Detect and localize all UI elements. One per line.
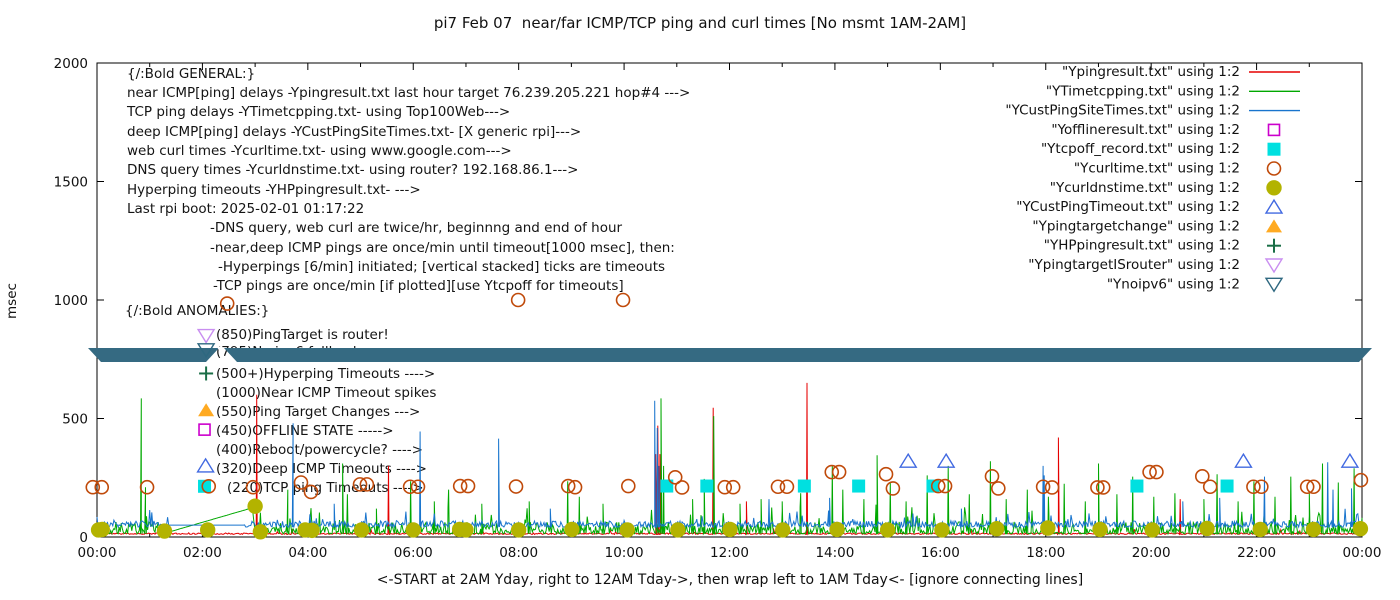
marker-series bbox=[85, 292, 1369, 500]
annotation-line: (850)PingTarget is router! bbox=[216, 327, 389, 343]
x-tick-label: 00:00 bbox=[1343, 545, 1382, 561]
marker-series bbox=[198, 403, 215, 417]
legend: "Ypingresult.txt" using 1:2 "YTimetcpping… bbox=[1005, 64, 1300, 293]
legend-label: "YHPpingresult.txt" using 1:2 bbox=[1044, 238, 1240, 254]
x-tick-label: 20:00 bbox=[1132, 545, 1171, 561]
legend-label: "Ypingresult.txt" using 1:2 bbox=[1062, 64, 1240, 80]
annotation-line: (400)Reboot/powercycle? ----> bbox=[216, 442, 423, 458]
x-tick-label: 18:00 bbox=[1026, 545, 1065, 561]
x-tick-label: 12:00 bbox=[710, 545, 749, 561]
marker-series bbox=[196, 343, 216, 359]
annotations: {/:Bold GENERAL:} near ICMP[ping] delays … bbox=[125, 66, 690, 496]
y-tick-label: 500 bbox=[62, 412, 88, 428]
x-tick-label: 22:00 bbox=[1237, 545, 1276, 561]
y-tick-label: 1000 bbox=[54, 293, 88, 309]
annotation-line: (500+)Hyperping Timeouts ----> bbox=[216, 366, 435, 382]
annotation-line: (450)OFFLINE STATE -----> bbox=[216, 423, 394, 439]
x-tick-label: 10:00 bbox=[605, 545, 644, 561]
x-tick-label: 16:00 bbox=[921, 545, 960, 561]
y-tick-label: 2000 bbox=[54, 56, 88, 72]
annotation-line: (320)Deep ICMP Timeouts ----> bbox=[216, 461, 427, 477]
x-tick-label: 02:00 bbox=[183, 545, 222, 561]
annotation-line: TCP ping delays -YTimetcpping.txt- using… bbox=[126, 104, 510, 120]
annotation-line: {/:Bold ANOMALIES:} bbox=[125, 303, 269, 319]
annotation-line: Last rpi boot: 2025-02-01 01:17:22 bbox=[127, 201, 364, 217]
marker-series bbox=[199, 366, 214, 381]
annotation-line: -TCP pings are once/min [if plotted][use… bbox=[213, 278, 624, 294]
x-tick-label: 06:00 bbox=[394, 545, 433, 561]
annotation-line: {/:Bold GENERAL:} bbox=[127, 66, 255, 82]
annotation-line: (220)TCP ping Timeouts ----> bbox=[227, 480, 424, 496]
marker-series bbox=[198, 423, 211, 436]
annotation-line: near ICMP[ping] delays -Ypingresult.txt … bbox=[127, 85, 690, 101]
annotation-line: (550)Ping Target Changes ---> bbox=[216, 404, 420, 420]
annotation-line: -near,deep ICMP pings are once/min until… bbox=[210, 240, 675, 256]
axes: 00:00 02:00 04:00 06:00 08:00 10:00 12:00 14:00… bbox=[54, 56, 1382, 561]
annotation-line: -Hyperpings [6/min] initiated; [vertical… bbox=[218, 259, 665, 275]
x-tick-label: 00:00 bbox=[78, 545, 117, 561]
x-tick-label: 08:00 bbox=[499, 545, 538, 561]
legend-label: "Ytcpoff_record.txt" using 1:2 bbox=[1041, 141, 1240, 157]
legend-label: "Ynoipv6" using 1:2 bbox=[1107, 276, 1240, 292]
legend-label: "YTimetcpping.txt" using 1:2 bbox=[1046, 83, 1240, 99]
y-tick-label: 0 bbox=[79, 530, 88, 546]
marker-series bbox=[90, 498, 1369, 540]
annotation-line: deep ICMP[ping] delays -YCustPingSiteTim… bbox=[127, 124, 581, 140]
chart-title: pi7 Feb 07 near/far ICMP/TCP ping and cu… bbox=[433, 14, 967, 32]
annotation-line: web curl times -Ycurltime.txt- using www… bbox=[127, 143, 512, 159]
legend-label: "Ycurltime.txt" using 1:2 bbox=[1074, 161, 1240, 177]
legend-label: "YpingtargetISrouter" using 1:2 bbox=[1028, 257, 1240, 273]
annotation-line: -DNS query, web curl are twice/hr, begin… bbox=[210, 220, 623, 236]
legend-label: "Yofflineresult.txt" using 1:2 bbox=[1051, 122, 1240, 138]
marker-series bbox=[196, 452, 1360, 473]
noipv6-band bbox=[88, 343, 1372, 367]
marker-series bbox=[198, 479, 1234, 493]
x-tick-label: 04:00 bbox=[288, 545, 327, 561]
marker-series bbox=[196, 328, 216, 344]
x-axis-caption: <-START at 2AM Yday, right to 12AM Tday-… bbox=[376, 572, 1084, 588]
x-tick-label: 14:00 bbox=[815, 545, 854, 561]
annotation-line: Hyperping timeouts -YHPpingresult.txt- -… bbox=[127, 182, 421, 198]
legend-label: "YCustPingSiteTimes.txt" using 1:2 bbox=[1005, 103, 1240, 119]
legend-label: "Ycurldnstime.txt" using 1:2 bbox=[1050, 180, 1240, 196]
annotation-line: (1000)Near ICMP Timeout spikes bbox=[216, 385, 436, 401]
legend-label: "Ypingtargetchange" using 1:2 bbox=[1032, 218, 1240, 234]
annotation-line: DNS query times -Ycurldnstime.txt- using… bbox=[127, 162, 578, 178]
y-tick-label: 1500 bbox=[54, 175, 88, 191]
legend-label: "YCustPingTimeout.txt" using 1:2 bbox=[1016, 199, 1240, 215]
